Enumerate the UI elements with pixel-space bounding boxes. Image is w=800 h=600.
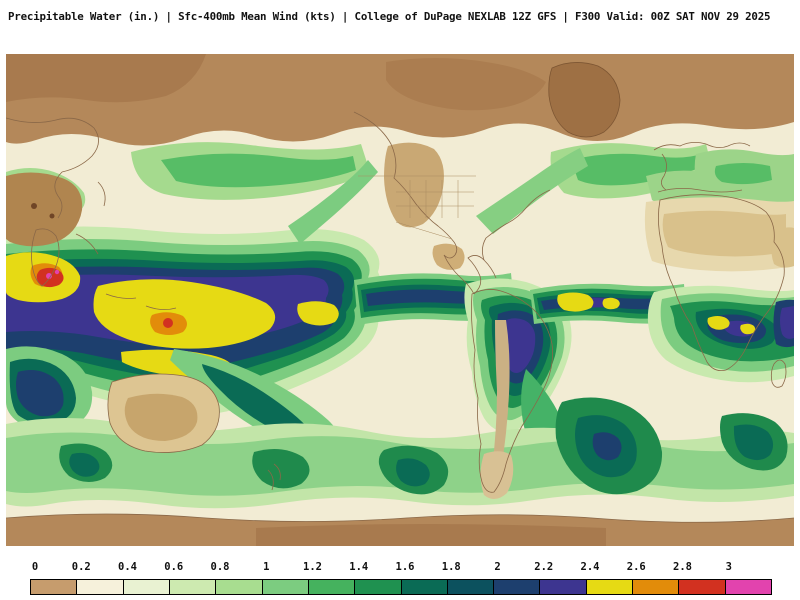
colorbar-scale [30,579,772,595]
product-title: Precipitable Water (in.) | Sfc-400mb Mea… [8,5,796,23]
colorbar-tick-label: 0 [31,561,39,573]
colorbar-tick-label: 1 [263,561,270,573]
colorbar-segment [632,580,679,594]
colorbar-segment [168,580,216,594]
world-map [6,54,794,546]
colorbar-segment [261,580,308,594]
colorbar-tick-label: 1.8 [441,561,461,573]
colorbar-tick-label: 2.6 [626,561,646,573]
arctic-dry-band [6,54,794,146]
colorbar-segment [539,580,586,594]
colorbar-tick-label: 1.4 [349,561,369,573]
colorbar-segment [307,580,355,594]
south-america-moisture [464,278,572,458]
colorbar-segment [678,580,725,594]
spcz-band [6,346,339,451]
extreme-pw-cores [6,252,756,378]
colorbar-segment [400,580,447,594]
colorbar-tick-label: 2.2 [534,561,554,573]
colorbar-segment [446,580,494,594]
antarctic-dry-band [6,514,794,546]
colorbar-tick-label: 2.8 [673,561,692,573]
colorbar-tick-label: 0.4 [118,561,137,573]
colorbar-labels: 0 0.2 0.4 0.6 0.8 1 1.2 1.4 1.6 1.8 2 2.2 2.4 2.6 2.8 3 [0,558,800,576]
colorbar-tick-label: 2.4 [580,561,600,573]
precipitable-water-map-graphic [6,54,794,546]
colorbar-segment [585,580,633,594]
colorbar-tick-label: 1.6 [395,561,415,573]
colorbar-segment [354,580,401,594]
product-title-text: Precipitable Water (in.) | Sfc-400mb Mea… [8,10,771,23]
colorbar-tick-label: 3 [725,561,732,573]
colorbar-segment [724,580,771,594]
colorbar-segment [76,580,123,594]
dry-land-shading [6,142,794,500]
colorbar-tick-label: 2 [494,561,501,573]
colorbar-segment [31,580,77,594]
coastlines [6,111,794,523]
northern-storm-tracks [6,142,794,244]
colorbar-segment [215,580,262,594]
colorbar-segment [493,580,540,594]
colorbar-tick-label: 0.6 [164,561,184,573]
us-state-borders [358,175,476,240]
colorbar-tick-label: 0.8 [210,561,230,573]
colorbar-tick-label: 0.2 [71,561,91,573]
colorbar-segment [122,580,169,594]
colorbar-tick-label: 1.2 [303,561,322,573]
colorbar: 0 0.2 0.4 0.6 0.8 1 1.2 1.4 1.6 1.8 2 2.2 2.4 2.6 2.8 3 [0,558,800,598]
